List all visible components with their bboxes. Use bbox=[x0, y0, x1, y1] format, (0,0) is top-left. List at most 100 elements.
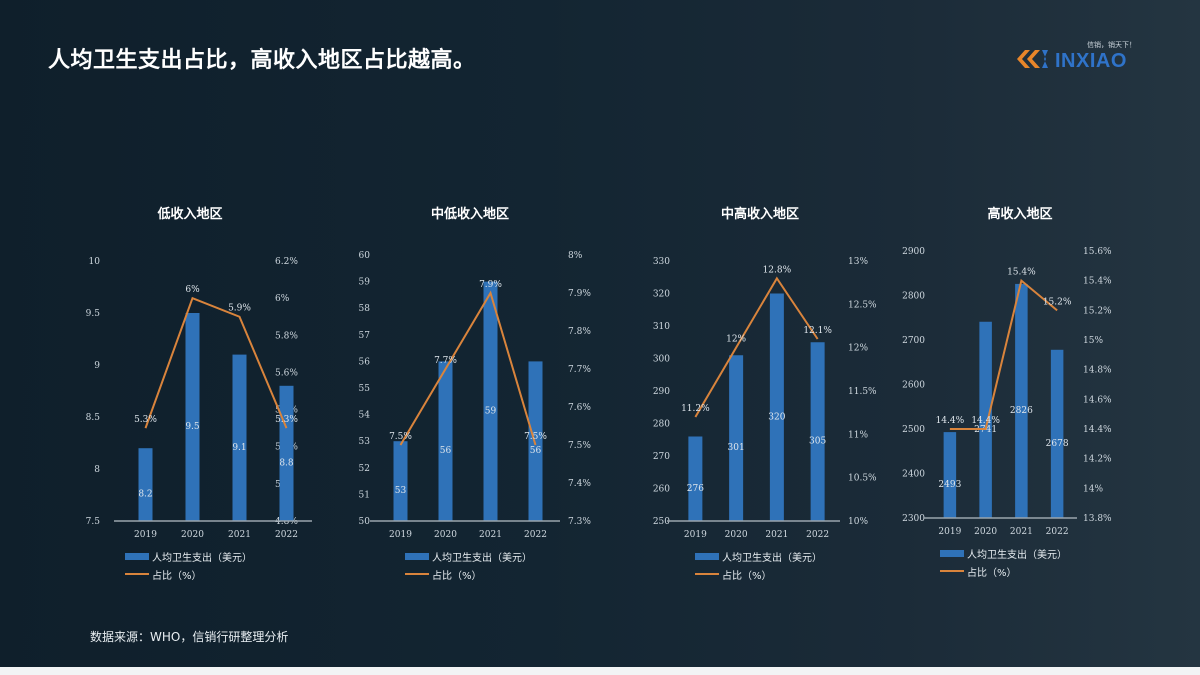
y-left-tick: 330 bbox=[653, 257, 670, 267]
y-left-tick: 2900 bbox=[902, 247, 925, 257]
bar bbox=[483, 281, 498, 521]
chart-upper-middle-income: 中高收入地区 330 320 310 300 290 280 270 260 250 13% 12.… bbox=[630, 203, 890, 593]
bar bbox=[393, 441, 408, 521]
bar-swatch-icon bbox=[125, 552, 149, 560]
y-right-tick: 10% bbox=[848, 517, 868, 527]
y-left-tick: 10 bbox=[89, 257, 101, 267]
y-right-tick: 12% bbox=[848, 344, 868, 354]
y-right-tick: 15.2% bbox=[1083, 306, 1112, 316]
y-right-tick: 7.5% bbox=[568, 441, 591, 451]
y-left-tick: 2500 bbox=[902, 425, 925, 435]
line-value-label: 7.7% bbox=[434, 356, 457, 366]
bar bbox=[979, 321, 992, 518]
legend-item-bar: 人均卫生支出（美元） bbox=[405, 547, 532, 565]
bar bbox=[438, 361, 453, 521]
line-value-label: 5.3% bbox=[275, 415, 298, 425]
y-left-tick: 2800 bbox=[902, 292, 925, 302]
legend-item-bar: 人均卫生支出（美元） bbox=[125, 547, 252, 565]
bar-value-label: 8.8 bbox=[279, 458, 294, 468]
y-right-tick: 14% bbox=[1083, 484, 1103, 494]
y-left-tick: 250 bbox=[653, 517, 670, 527]
line-swatch-icon bbox=[125, 573, 149, 575]
legend-item-line: 占比（%） bbox=[125, 565, 252, 583]
y-right-tick: 14.2% bbox=[1083, 455, 1112, 465]
y-left-tick: 56 bbox=[359, 357, 371, 367]
bottom-border bbox=[0, 667, 1200, 675]
y-left-tick: 8 bbox=[94, 465, 100, 475]
y-right-tick: 14.8% bbox=[1083, 366, 1112, 376]
bar-value-label: 2493 bbox=[938, 480, 961, 490]
chart-legend: 人均卫生支出（美元） 占比（%） bbox=[125, 547, 252, 583]
y-left-tick: 54 bbox=[359, 411, 371, 421]
line-value-label: 5.3% bbox=[134, 415, 157, 425]
x-tick: 2022 bbox=[524, 530, 547, 540]
y-left-tick: 57 bbox=[359, 331, 371, 341]
line-value-label: 6% bbox=[185, 285, 200, 295]
x-tick: 2019 bbox=[389, 530, 412, 540]
data-source-note: 数据来源：WHO，信销行研整理分析 bbox=[90, 630, 289, 644]
line-value-label: 12% bbox=[726, 335, 746, 345]
legend-item-line: 占比（%） bbox=[695, 565, 822, 583]
legend-label: 占比（%） bbox=[432, 570, 482, 582]
bar-value-label: 53 bbox=[395, 486, 407, 496]
share-line bbox=[694, 276, 819, 418]
y-left-tick: 320 bbox=[653, 290, 670, 300]
legend-item-bar: 人均卫生支出（美元） bbox=[695, 547, 822, 565]
bar-value-label: 8.2 bbox=[138, 490, 152, 500]
x-tick: 2020 bbox=[181, 530, 204, 540]
x-tick: 2021 bbox=[479, 530, 502, 540]
line-value-label: 12.1% bbox=[803, 326, 832, 336]
x-tick: 2022 bbox=[275, 530, 298, 540]
y-left-tick: 55 bbox=[359, 384, 371, 394]
x-tick: 2021 bbox=[765, 530, 788, 540]
y-right-tick: 11.5% bbox=[848, 387, 877, 397]
x-tick: 2019 bbox=[938, 527, 961, 537]
legend-label: 占比（%） bbox=[152, 570, 202, 582]
bar bbox=[729, 355, 744, 521]
bar bbox=[769, 293, 784, 521]
y-left-tick: 290 bbox=[653, 387, 670, 397]
line-swatch-icon bbox=[940, 570, 964, 572]
y-left-tick: 2400 bbox=[902, 470, 925, 480]
y-left-tick: 53 bbox=[359, 437, 371, 447]
y-left-tick: 52 bbox=[359, 464, 370, 474]
y-left-tick: 2700 bbox=[902, 336, 925, 346]
share-line bbox=[144, 296, 288, 429]
y-left-tick: 280 bbox=[653, 420, 670, 430]
x-tick: 2021 bbox=[1010, 527, 1033, 537]
chart-plot: 2900 2800 2700 2600 2500 2400 2300 15.6% 15.4% 15… bbox=[902, 247, 1112, 537]
bar-value-label: 59 bbox=[485, 406, 497, 416]
legend-item-line: 占比（%） bbox=[940, 562, 1067, 580]
chart-legend: 人均卫生支出（美元） 占比（%） bbox=[940, 544, 1067, 580]
legend-item-bar: 人均卫生支出（美元） bbox=[940, 544, 1067, 562]
legend-label: 占比（%） bbox=[722, 570, 772, 582]
y-left-tick: 9.5 bbox=[86, 309, 101, 319]
x-tick: 2019 bbox=[134, 530, 157, 540]
y-left-tick: 50 bbox=[359, 517, 371, 527]
line-value-label: 5.9% bbox=[228, 304, 251, 314]
bar bbox=[138, 448, 153, 521]
y-right-tick: 7.8% bbox=[568, 327, 591, 337]
y-right-tick: 7.4% bbox=[568, 479, 591, 489]
y-right-tick: 7.9% bbox=[568, 289, 591, 299]
y-right-tick: 14.6% bbox=[1083, 395, 1112, 405]
y-right-tick: 7.3% bbox=[568, 517, 591, 527]
legend-label: 人均卫生支出（美元） bbox=[152, 552, 252, 564]
line-value-label: 11.2% bbox=[681, 404, 710, 414]
legend-label: 人均卫生支出（美元） bbox=[432, 552, 532, 564]
y-left-tick: 59 bbox=[359, 278, 371, 288]
y-left-tick: 2600 bbox=[902, 381, 925, 391]
bar bbox=[943, 432, 957, 518]
bar-value-label: 2826 bbox=[1010, 406, 1033, 416]
bar-swatch-icon bbox=[695, 552, 719, 560]
chart-legend: 人均卫生支出（美元） 占比（%） bbox=[695, 547, 822, 583]
y-right-tick: 15% bbox=[1083, 336, 1103, 346]
bar bbox=[1050, 349, 1064, 518]
line-value-label: 7.5% bbox=[524, 432, 547, 442]
bar-swatch-icon bbox=[940, 549, 964, 557]
chart-title: 低收入地区 bbox=[157, 207, 223, 222]
bar-value-label: 56 bbox=[440, 446, 452, 456]
bar-value-label: 9.5 bbox=[185, 422, 200, 432]
y-right-tick: 5.6% bbox=[275, 368, 298, 378]
chart-title: 高收入地区 bbox=[987, 207, 1053, 222]
